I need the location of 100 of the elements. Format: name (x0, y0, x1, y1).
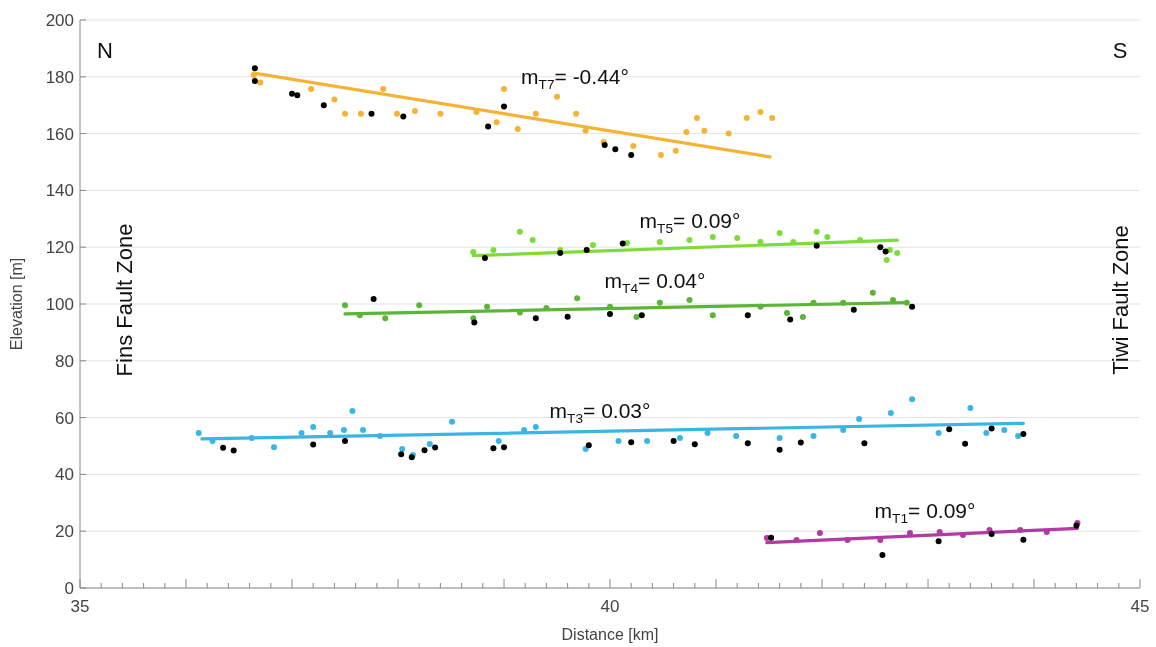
point (357, 110, 364, 117)
point (416, 302, 423, 309)
point (630, 143, 637, 150)
y-tick-label: 180 (45, 67, 74, 87)
point (340, 427, 347, 434)
point (757, 109, 764, 116)
point (514, 126, 521, 133)
point (564, 313, 571, 320)
point (585, 442, 592, 449)
point (481, 254, 488, 261)
point (628, 151, 635, 158)
point (988, 425, 995, 432)
annotation: N (97, 38, 113, 63)
point (399, 446, 406, 453)
point (607, 310, 613, 317)
point (644, 437, 651, 444)
point (327, 429, 334, 436)
point (583, 247, 590, 254)
point (776, 435, 783, 442)
point (421, 447, 428, 454)
annotation: m$_{T5}$= 0.09° (639, 209, 741, 236)
point (768, 534, 775, 541)
point (257, 79, 264, 86)
point (529, 237, 536, 244)
x-tick-label: 40 (600, 597, 620, 616)
point (490, 247, 497, 254)
point (251, 65, 258, 72)
point (882, 248, 889, 255)
point (310, 423, 317, 430)
point (784, 310, 791, 317)
point (935, 538, 942, 545)
point (776, 446, 783, 453)
point (638, 312, 645, 319)
point (769, 114, 776, 121)
point (573, 110, 580, 117)
point (308, 86, 315, 93)
point (670, 437, 677, 444)
point (877, 244, 884, 251)
point (676, 435, 683, 442)
y-tick-label: 200 (45, 10, 74, 30)
point (744, 312, 751, 319)
point (733, 433, 740, 440)
point (686, 297, 693, 304)
point (331, 96, 338, 103)
point (411, 107, 418, 114)
annotation: m$_{T4}$= 0.04° (604, 269, 706, 296)
point (360, 427, 367, 434)
point (485, 123, 492, 130)
point (840, 427, 847, 434)
point (887, 410, 894, 417)
point (230, 447, 237, 454)
point (967, 404, 974, 411)
point (909, 396, 916, 403)
y-tick-label: 40 (55, 465, 74, 485)
x-tick-label: 45 (1130, 597, 1150, 616)
point (734, 235, 741, 242)
point (532, 315, 539, 322)
y-tick-label: 20 (55, 522, 74, 542)
point (988, 531, 995, 538)
point (824, 233, 831, 240)
point (516, 228, 523, 235)
annotation: S (1112, 38, 1128, 63)
point (251, 78, 258, 85)
point (672, 147, 679, 154)
point (582, 446, 589, 453)
point (432, 444, 439, 451)
point (582, 127, 589, 134)
y-tick-label: 80 (55, 351, 74, 371)
point (813, 228, 820, 235)
point (935, 429, 942, 436)
y-tick-label: 140 (45, 181, 74, 201)
point (342, 110, 348, 117)
annotation: m$_{T1}$= 0.09° (874, 499, 976, 526)
point (490, 445, 497, 452)
point (909, 303, 916, 310)
point (1001, 427, 1008, 434)
point (1020, 536, 1027, 543)
point (532, 423, 539, 430)
y-axis-title: Elevation [m] (8, 257, 25, 351)
point (342, 437, 348, 444)
point (437, 110, 444, 117)
point (574, 295, 581, 302)
point (349, 408, 356, 415)
point (368, 110, 375, 117)
point (701, 127, 708, 134)
point (426, 441, 433, 448)
point (470, 249, 477, 256)
point (709, 233, 716, 240)
point (370, 295, 377, 302)
point (883, 256, 890, 263)
point (615, 437, 622, 444)
point (813, 242, 820, 249)
point (787, 316, 794, 323)
point (709, 312, 716, 319)
y-tick-label: 120 (45, 238, 74, 258)
point (382, 315, 389, 322)
point (612, 146, 619, 153)
y-tick-label: 60 (55, 408, 74, 428)
point (1015, 433, 1022, 440)
point (398, 451, 405, 458)
